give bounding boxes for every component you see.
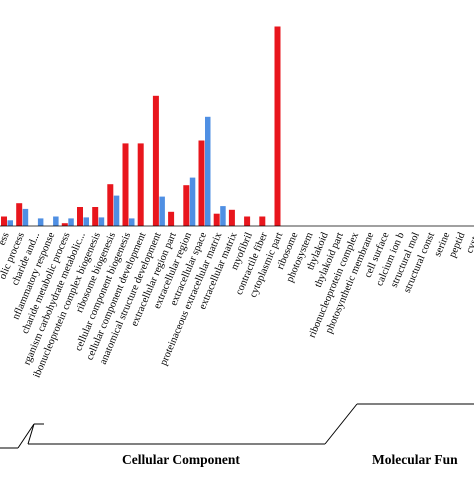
bar-blue bbox=[37, 218, 44, 226]
bar-red bbox=[92, 207, 99, 226]
bar-blue bbox=[68, 218, 74, 226]
bar-red bbox=[77, 207, 83, 226]
bar-red bbox=[168, 211, 175, 227]
bar-red bbox=[137, 143, 144, 226]
tick-label: cyste bbox=[464, 231, 474, 255]
bars-layer bbox=[1, 26, 281, 227]
bracket-left-group-diagonal bbox=[17, 423, 35, 449]
bar-red bbox=[244, 216, 251, 226]
bar-blue bbox=[22, 208, 29, 226]
bar-blue bbox=[83, 217, 89, 226]
bracket-cellular-left bbox=[27, 423, 35, 445]
bar-red bbox=[152, 95, 159, 226]
bar-red bbox=[61, 223, 68, 226]
tick-label: ess bbox=[0, 231, 12, 247]
bar-blue bbox=[220, 206, 226, 226]
bar-blue bbox=[7, 220, 13, 226]
bar-red bbox=[274, 26, 281, 226]
bar-blue bbox=[205, 116, 211, 227]
bar-red bbox=[259, 216, 266, 226]
bar-red bbox=[122, 143, 129, 226]
group-label-cellular-component: Cellular Component bbox=[122, 452, 240, 467]
bar-red bbox=[1, 216, 7, 226]
bar-blue bbox=[113, 195, 120, 226]
bar-blue bbox=[129, 218, 135, 226]
bar-red bbox=[228, 209, 235, 226]
group-brackets bbox=[0, 403, 474, 449]
bar-red bbox=[198, 140, 205, 226]
bar-blue bbox=[98, 217, 105, 226]
group-label-molecular-function: Molecular Fun bbox=[372, 452, 458, 467]
bracket-cellular-diagonal bbox=[324, 403, 358, 445]
bar-red bbox=[107, 184, 114, 226]
bar-blue bbox=[189, 177, 196, 226]
bar-blue bbox=[53, 216, 59, 226]
bar-red bbox=[213, 213, 220, 226]
bar-blue bbox=[159, 196, 165, 226]
bar-red bbox=[16, 203, 23, 226]
bar-red bbox=[183, 185, 190, 227]
